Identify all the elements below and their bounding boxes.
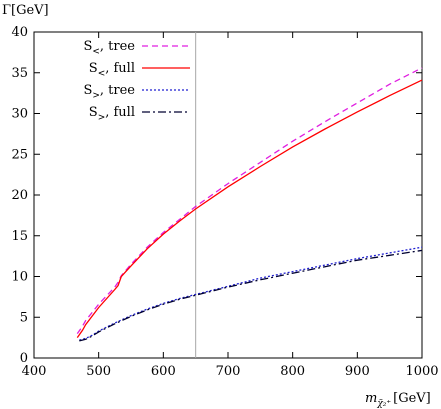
y-tick-label: 20: [11, 188, 28, 203]
x-tick-label: 1000: [405, 364, 438, 379]
y-tick-label: 0: [20, 351, 28, 366]
plot-frame: [33, 31, 423, 359]
x-tick-label: 600: [151, 364, 176, 379]
x-tick-label: 500: [86, 364, 111, 379]
legend: S<, tree S<, full S>, tree S>, full: [83, 39, 190, 123]
legend-label: S>, tree: [83, 83, 135, 101]
y-tick-label: 15: [11, 229, 28, 244]
series-line-1: [76, 79, 423, 338]
x-axis-title-var: m: [365, 391, 377, 406]
y-tick-label: 5: [20, 310, 28, 325]
legend-label: S<, full: [89, 61, 135, 79]
x-tick-label: 800: [280, 364, 305, 379]
y-tick-label: 35: [11, 66, 28, 81]
x-axis-title: mχ̃₂⁺ [GeV]: [365, 391, 431, 409]
axis-ticks: 400 500 600 700 800 900 1000 0 5 10 15 20 25 30 35 40: [11, 25, 438, 379]
y-axis-title: Γ[GeV]: [2, 3, 49, 18]
y-tick-label: 10: [11, 270, 28, 285]
series-line-2: [79, 246, 423, 341]
x-tick-label: 700: [216, 364, 241, 379]
series-line-0: [76, 67, 423, 334]
series-line-3: [79, 249, 423, 342]
y-tick-label: 30: [11, 107, 28, 122]
y-tick-label: 25: [11, 147, 28, 162]
series-layer: [76, 67, 423, 342]
legend-label: S<, tree: [83, 39, 135, 57]
x-axis-title-subscript: χ̃₂⁺: [376, 398, 391, 409]
legend-label: S>, full: [89, 105, 135, 123]
y-tick-label: 40: [11, 25, 28, 40]
x-tick-label: 900: [345, 364, 370, 379]
x-tick-label: 400: [22, 364, 47, 379]
x-axis-title-unit: [GeV]: [393, 391, 431, 406]
